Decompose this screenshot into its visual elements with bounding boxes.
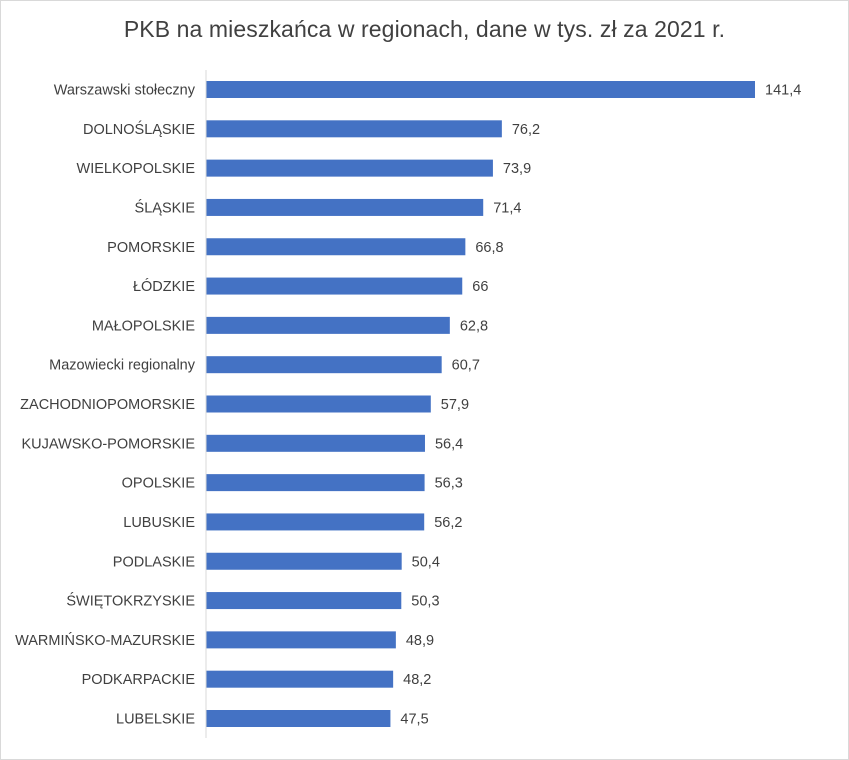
category-label: OPOLSKIE — [122, 476, 196, 492]
data-label: 50,4 — [412, 554, 440, 570]
category-label: PODKARPACKIE — [82, 672, 196, 688]
bar — [206, 238, 466, 256]
category-label: Mazowiecki regionalny — [49, 358, 196, 374]
category-label: WARMIŃSKO-MAZURSKIE — [15, 632, 195, 649]
data-label: 73,9 — [503, 161, 531, 177]
data-label: 71,4 — [493, 200, 521, 216]
bar — [206, 592, 402, 610]
chart-title: PKB na mieszkańca w regionach, dane w ty… — [123, 16, 726, 42]
category-label: ŚLĄSKIE — [135, 198, 196, 216]
category-label: ŚWIĘTOKRZYSKIE — [66, 592, 195, 610]
bar — [206, 710, 391, 727]
data-label: 56,3 — [435, 476, 463, 492]
bar — [206, 120, 502, 138]
category-label: ŁÓDZKIE — [133, 278, 195, 295]
category-label: MAŁOPOLSKIE — [92, 318, 195, 334]
category-label: POMORSKIE — [107, 240, 195, 256]
data-label: 56,4 — [435, 436, 463, 452]
category-label: LUBUSKIE — [123, 515, 195, 531]
data-label: 66 — [472, 279, 488, 295]
category-label: LUBELSKIE — [116, 712, 195, 728]
data-label: 60,7 — [452, 358, 480, 374]
data-label: 66,8 — [475, 240, 503, 256]
bar — [206, 552, 402, 570]
bar — [206, 474, 425, 492]
category-label: PODLASKIE — [113, 554, 196, 570]
bars-layer: Warszawski stołeczny 141,4 DOLNOŚLĄSKIE 76,… — [15, 81, 801, 728]
category-label: WIELKOPOLSKIE — [77, 161, 196, 177]
bar — [206, 670, 394, 688]
data-label: 50,3 — [411, 594, 439, 610]
category-label: Warszawski stołeczny — [54, 83, 196, 99]
category-label: KUJAWSKO-POMORSKIE — [22, 436, 196, 452]
data-label: 62,8 — [460, 318, 488, 334]
data-label: 57,9 — [441, 397, 469, 413]
data-label: 47,5 — [400, 712, 428, 728]
data-label: 76,2 — [512, 122, 540, 138]
bar — [206, 434, 425, 452]
bar — [206, 395, 431, 413]
data-label: 56,2 — [434, 515, 462, 531]
bar — [206, 316, 450, 334]
bar — [206, 198, 484, 216]
category-label: ZACHODNIOPOMORSKIE — [20, 397, 195, 413]
data-label: 48,9 — [406, 633, 434, 649]
category-label: DOLNOŚLĄSKIE — [83, 120, 195, 138]
bar — [206, 513, 425, 531]
bar — [206, 631, 396, 649]
bar — [206, 277, 463, 295]
bar — [206, 356, 442, 374]
bar — [206, 159, 493, 177]
data-label: 48,2 — [403, 672, 431, 688]
bar — [206, 81, 755, 98]
data-label: 141,4 — [765, 83, 801, 99]
